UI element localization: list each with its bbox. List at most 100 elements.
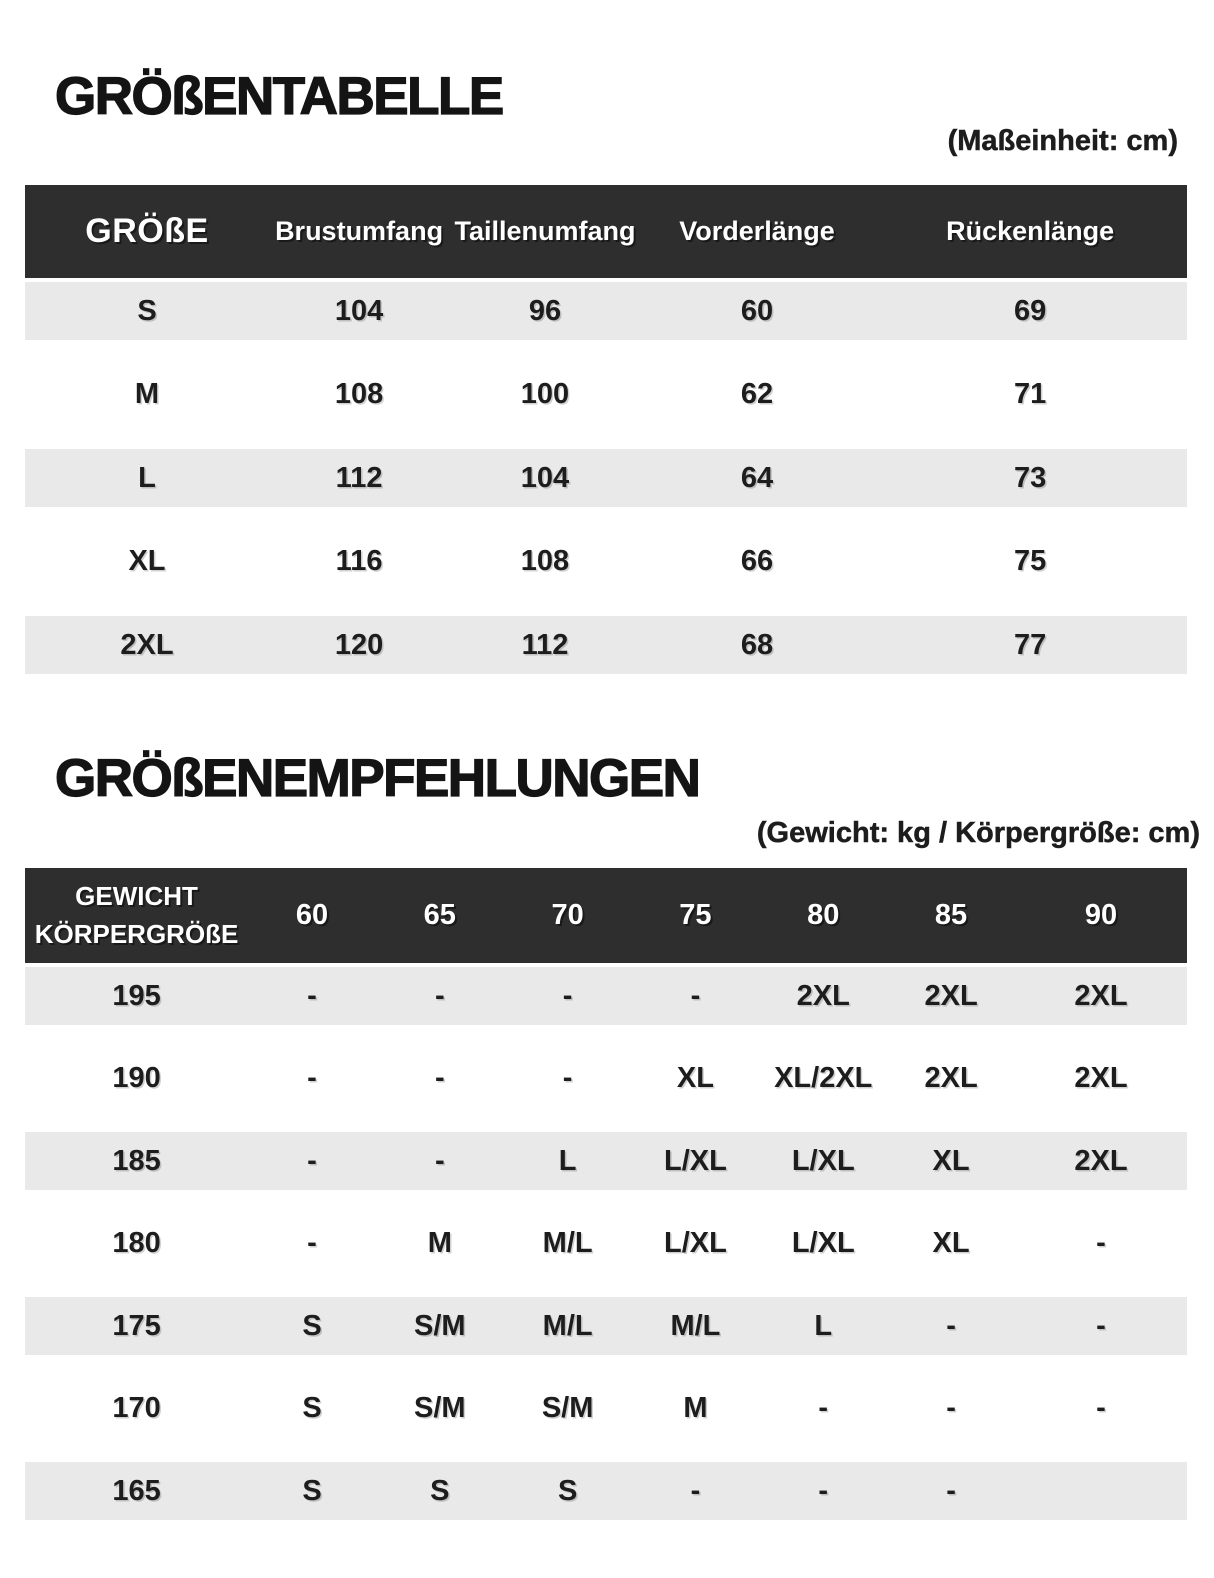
- cell: XL: [887, 1128, 1015, 1194]
- cell: 2XL: [924, 1062, 978, 1094]
- cell: 66: [740, 545, 774, 577]
- cell: 112: [269, 445, 450, 511]
- size-label: S: [25, 278, 270, 344]
- recommendation-row-165: 165 S S S - - -: [25, 1458, 1187, 1524]
- cell: 2XL: [1014, 1128, 1187, 1194]
- cell: -: [631, 1458, 760, 1524]
- cell: 116: [335, 545, 383, 577]
- table-row-2xl: 2XL 120 112 68 77: [25, 612, 1187, 678]
- size-table-header-row: GRÖßE Brustumfang Taillenumfang Vorderlä…: [25, 185, 1187, 278]
- cell: [1014, 1458, 1187, 1524]
- cell: -: [1014, 1293, 1187, 1359]
- header-taillenumfang: Taillenumfang: [454, 216, 636, 246]
- recommendation-row-180: 180 - M M/L L/XL L/XL XL -: [25, 1194, 1187, 1293]
- cell: -: [375, 1128, 504, 1194]
- cell: -: [631, 963, 760, 1029]
- cell: -: [503, 963, 632, 1029]
- recommendation-row-185: 185 - - L L/XL L/XL XL 2XL: [25, 1128, 1187, 1194]
- cell: 120: [269, 612, 450, 678]
- size-measurements-table: GRÖßE Brustumfang Taillenumfang Vorderlä…: [25, 185, 1187, 678]
- cell: 62: [740, 378, 774, 410]
- cell: M/L: [631, 1293, 760, 1359]
- cell: -: [1096, 1227, 1106, 1259]
- cell: 2XL: [759, 963, 888, 1029]
- cell: -: [248, 1128, 376, 1194]
- cell: 100: [520, 378, 570, 410]
- height-label: 175: [25, 1293, 249, 1359]
- cell: L/XL: [759, 1128, 888, 1194]
- cell: L: [759, 1293, 888, 1359]
- header-weight-85: 85: [934, 899, 968, 931]
- cell: 104: [449, 445, 641, 511]
- cell: L/XL: [631, 1128, 760, 1194]
- cell: 73: [873, 445, 1187, 511]
- size-recommendations-unit-note: (Gewicht: kg / Körpergröße: cm): [756, 817, 1201, 849]
- cell: 68: [640, 612, 874, 678]
- cell: XL: [932, 1227, 970, 1259]
- header-rueckenlaenge: Rückenlänge: [946, 216, 1115, 246]
- size-label: XL: [128, 545, 166, 577]
- recommendation-row-195: 195 - - - - 2XL 2XL 2XL: [25, 963, 1187, 1029]
- cell: 96: [449, 278, 641, 344]
- size-recommendations-title: GRÖßENEMPFEHLUNGEN: [54, 749, 701, 808]
- cell: S: [375, 1458, 504, 1524]
- cell: XL: [676, 1062, 714, 1094]
- cell: S: [248, 1458, 376, 1524]
- recommendation-row-190: 190 - - - XL XL/2XL 2XL 2XL: [25, 1029, 1187, 1128]
- cell: -: [887, 1458, 1015, 1524]
- cell: 2XL: [887, 963, 1015, 1029]
- cell: 77: [873, 612, 1187, 678]
- cell: L: [503, 1128, 632, 1194]
- cell: -: [818, 1392, 829, 1424]
- header-koerpergroesse-line: KÖRPERGRÖßE: [34, 918, 239, 949]
- cell: 69: [873, 278, 1187, 344]
- cell: -: [375, 963, 504, 1029]
- header-weight-90: 90: [1084, 899, 1118, 931]
- size-label: L: [25, 445, 270, 511]
- recommendations-header-row: GEWICHT KÖRPERGRÖßE 60 65 70 75 80 85 90: [25, 868, 1187, 963]
- table-row-l: L 112 104 64 73: [25, 445, 1187, 511]
- cell: 71: [1013, 378, 1047, 410]
- table-row-m: M 108 100 62 71: [25, 344, 1187, 445]
- header-gewicht-koerpergroesse: GEWICHT KÖRPERGRÖßE: [25, 868, 248, 963]
- cell: S/M: [414, 1392, 466, 1424]
- cell: 2XL: [1074, 1062, 1128, 1094]
- header-brustumfang: Brustumfang: [275, 216, 444, 246]
- size-table-title: GRÖßENTABELLE: [54, 67, 504, 126]
- cell: -: [1096, 1392, 1106, 1424]
- height-label: 165: [25, 1458, 249, 1524]
- height-label: 190: [112, 1062, 161, 1094]
- cell: L/XL: [791, 1227, 855, 1259]
- cell: 108: [334, 378, 384, 410]
- cell: 60: [640, 278, 874, 344]
- height-label: 180: [112, 1227, 161, 1259]
- cell: M/L: [542, 1227, 593, 1259]
- cell: M: [427, 1227, 452, 1259]
- cell: 75: [1013, 545, 1047, 577]
- cell: -: [434, 1062, 445, 1094]
- size-recommendations-table: GEWICHT KÖRPERGRÖßE 60 65 70 75 80 85 90…: [25, 868, 1187, 1524]
- header-weight-80: 80: [807, 899, 840, 931]
- cell: M/L: [503, 1293, 632, 1359]
- cell: -: [562, 1062, 573, 1094]
- cell: -: [248, 963, 376, 1029]
- header-weight-75: 75: [679, 899, 712, 931]
- cell: 104: [269, 278, 450, 344]
- cell: -: [946, 1392, 956, 1424]
- recommendation-row-175: 175 S S/M M/L M/L L - -: [25, 1293, 1187, 1359]
- cell: -: [759, 1458, 888, 1524]
- size-table-unit-note: (Maßeinheit: cm): [947, 125, 1178, 157]
- cell: S/M: [541, 1392, 594, 1424]
- cell: -: [307, 1062, 317, 1094]
- cell: 2XL: [1014, 963, 1187, 1029]
- cell: XL/2XL: [774, 1062, 873, 1094]
- header-weight-65: 65: [423, 899, 456, 931]
- recommendation-row-170: 170 S S/M S/M M - - -: [25, 1359, 1187, 1458]
- header-weight-60: 60: [295, 899, 329, 931]
- cell: L/XL: [664, 1227, 727, 1259]
- height-label: 195: [25, 963, 249, 1029]
- header-groesse: GRÖßE: [85, 212, 209, 250]
- cell: 112: [449, 612, 641, 678]
- cell: S/M: [375, 1293, 504, 1359]
